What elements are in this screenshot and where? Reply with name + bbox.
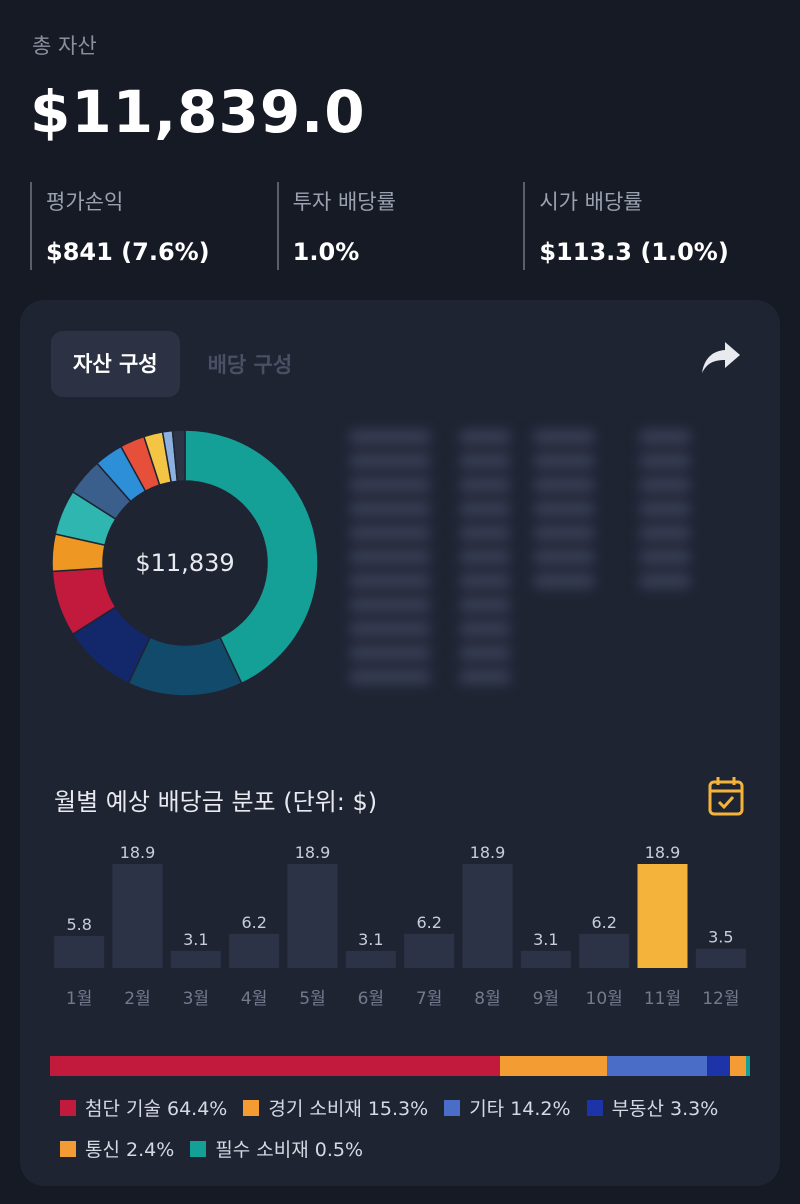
bar-value-label: 3.1 — [533, 930, 558, 949]
month-bar[interactable] — [520, 950, 571, 968]
sector-bar-segment — [500, 1056, 608, 1076]
asset-legend-blurred — [350, 430, 710, 710]
sector-swatch — [60, 1140, 76, 1157]
sector-swatch — [243, 1099, 260, 1116]
asset-donut-chart[interactable] — [50, 428, 320, 698]
stat-investment-yield: 투자 배당률 1.0% — [276, 182, 524, 270]
stat-value: 1.0% — [292, 238, 360, 266]
month-tick-label: 12월 — [702, 989, 739, 1009]
sector-legend-item: 필수 소비재 0.5% — [190, 1135, 363, 1162]
stat-label: 투자 배당률 — [292, 190, 396, 214]
bar-value-label: 3.5 — [708, 928, 733, 947]
donut-segment[interactable] — [171, 429, 186, 483]
calendar-check-icon[interactable] — [708, 776, 744, 816]
month-tick-label: 9월 — [533, 989, 559, 1009]
sector-legend-item: 부동산 3.3% — [586, 1094, 719, 1121]
sector-label: 첨단 기술 64.4% — [85, 1098, 228, 1120]
month-tick-label: 8월 — [474, 989, 500, 1009]
month-tick-label: 2월 — [124, 989, 150, 1009]
tab-dividend-composition[interactable]: 배당 구성 — [207, 353, 293, 377]
donut-center-total: $11,839 — [135, 549, 235, 577]
sector-swatch — [60, 1099, 76, 1116]
month-bar[interactable] — [287, 864, 338, 968]
sector-label: 부동산 3.3% — [611, 1098, 719, 1120]
sector-bar-segment — [50, 1056, 501, 1076]
bar-value-label: 18.9 — [120, 843, 156, 862]
sector-label: 필수 소비재 0.5% — [215, 1139, 364, 1161]
sector-legend-item: 기타 14.2% — [444, 1094, 571, 1121]
stat-label: 평가손익 — [46, 190, 124, 214]
sector-legend: 첨단 기술 64.4% 경기 소비재 15.3% 기타 14.2% 부동산 3.3% … — [60, 1094, 750, 1176]
bar-value-label: 5.8 — [66, 915, 91, 934]
composition-tabs: 자산 구성 배당 구성 — [51, 331, 292, 397]
sector-label: 통신 2.4% — [85, 1139, 175, 1161]
month-bar[interactable] — [637, 864, 688, 968]
sector-swatch — [586, 1099, 603, 1116]
bar-value-label: 18.9 — [645, 843, 681, 862]
bar-value-label: 3.1 — [183, 930, 208, 949]
sector-legend-item: 첨단 기술 64.4% — [60, 1094, 227, 1121]
stat-market-yield: 시가 배당률 $113.3 (1.0%) — [523, 182, 770, 270]
sector-bar-segment — [607, 1056, 707, 1076]
sector-legend-item: 경기 소비재 15.3% — [243, 1094, 428, 1121]
month-bar[interactable] — [54, 936, 105, 968]
month-bar[interactable] — [462, 864, 513, 968]
total-assets-label: 총 자산 — [32, 34, 97, 58]
bar-value-label: 6.2 — [416, 913, 441, 932]
sector-bar-segment — [729, 1056, 747, 1076]
month-tick-label: 11월 — [644, 989, 681, 1009]
sector-bar-segment — [706, 1056, 730, 1076]
bar-value-label: 18.9 — [295, 843, 331, 862]
stat-value: $841 (7.6%) — [46, 238, 210, 266]
tab-asset-composition[interactable]: 자산 구성 — [51, 331, 180, 397]
month-bar[interactable] — [695, 948, 746, 968]
month-tick-label: 5월 — [299, 989, 325, 1009]
stats-row: 평가손익 $841 (7.6%) 투자 배당률 1.0% 시가 배당률 $113… — [30, 182, 770, 270]
sector-bar-segment — [746, 1056, 750, 1076]
share-icon[interactable] — [700, 340, 742, 376]
month-bar[interactable] — [112, 864, 163, 968]
month-tick-label: 4월 — [241, 989, 267, 1009]
month-tick-label: 7월 — [416, 989, 442, 1009]
month-bar[interactable] — [229, 933, 280, 968]
sector-swatch — [190, 1140, 207, 1157]
month-bar[interactable] — [579, 933, 630, 968]
bar-value-label: 6.2 — [241, 913, 266, 932]
month-tick-label: 10월 — [586, 989, 623, 1009]
sector-swatch — [444, 1099, 461, 1116]
bar-value-label: 18.9 — [470, 843, 506, 862]
sector-legend-item: 통신 2.4% — [60, 1135, 174, 1162]
bar-value-label: 3.1 — [358, 930, 383, 949]
total-assets-value: $11,839.0 — [30, 78, 366, 146]
composition-card: 자산 구성 배당 구성 $11,839 월별 예상 배당금 분포 (단위: $) — [20, 300, 780, 1186]
sector-label: 경기 소비재 15.3% — [268, 1098, 429, 1120]
month-bar[interactable] — [404, 933, 455, 968]
stat-value: $113.3 (1.0%) — [539, 238, 729, 266]
stat-unrealized-pl: 평가손익 $841 (7.6%) — [30, 182, 277, 270]
monthly-dividend-title: 월별 예상 배당금 분포 (단위: $) — [54, 788, 378, 816]
month-tick-label: 1월 — [66, 989, 92, 1009]
month-bar[interactable] — [345, 950, 396, 968]
bar-value-label: 6.2 — [591, 913, 616, 932]
month-tick-label: 6월 — [358, 989, 384, 1009]
sector-stacked-bar — [50, 1056, 750, 1076]
month-tick-label: 3월 — [183, 989, 209, 1009]
monthly-dividend-bar-chart: 5.8 1월 18.9 2월 3.1 3월 6.2 4월 18.9 5월 3.1 6월 6.2 7월 18.… — [54, 843, 746, 1009]
stat-label: 시가 배당률 — [539, 190, 643, 214]
donut-segment[interactable] — [184, 429, 319, 685]
month-bar[interactable] — [170, 950, 221, 968]
sector-label: 기타 14.2% — [469, 1098, 571, 1120]
